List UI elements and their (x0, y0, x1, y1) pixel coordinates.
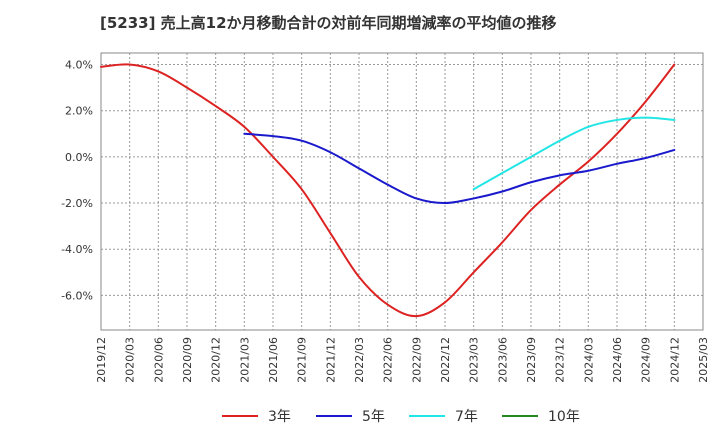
x-tick-label: 2022/06 (382, 337, 395, 383)
y-tick-label: -6.0% (61, 289, 93, 302)
x-tick-label: 2021/06 (267, 337, 280, 383)
series-line-3 (472, 116, 676, 191)
x-tick-label: 2020/06 (152, 337, 165, 383)
y-tick-label: -4.0% (61, 243, 93, 256)
x-tick-label: 2024/03 (582, 337, 595, 383)
x-axis-ticks: 2019/12 2020/03 2020/06 2020/09 2020/12 2021/… (95, 337, 710, 383)
x-tick-label: 2020/12 (210, 337, 223, 383)
legend-item-1: 3年 (222, 404, 291, 428)
legend-label: 5年 (362, 409, 385, 425)
x-tick-label: 2023/03 (468, 337, 481, 383)
x-tick-label: 2022/03 (353, 337, 366, 383)
legend-item-4: 10年 (502, 404, 580, 428)
x-tick-label: 2020/09 (181, 337, 194, 383)
x-tick-label: 2024/12 (668, 337, 681, 383)
legend-label: 7年 (455, 409, 478, 425)
x-tick-label: 2021/09 (296, 337, 309, 383)
legend-swatch (409, 415, 445, 417)
x-tick-label: 2021/03 (238, 337, 251, 383)
x-tick-label: 2023/12 (554, 337, 567, 383)
x-tick-label: 2019/12 (95, 337, 108, 383)
y-tick-label: 0.0% (65, 151, 93, 164)
legend-item-2: 5年 (316, 404, 385, 428)
legend: 3年 5年 7年 10年 (0, 404, 720, 428)
y-tick-label: -2.0% (61, 197, 93, 210)
grid (100, 53, 704, 330)
chart-title: [5233] 売上高12か月移動合計の対前年同期増減率の平均値の推移 (100, 14, 557, 32)
x-tick-label: 2024/09 (640, 337, 653, 383)
legend-label: 10年 (548, 409, 580, 425)
x-tick-label: 2024/06 (611, 337, 624, 383)
y-axis-ticks: 4.0% 2.0% 0.0% -2.0% -4.0% -6.0% (61, 59, 93, 303)
x-tick-label: 2020/03 (124, 337, 137, 383)
x-tick-label: 2021/12 (324, 337, 337, 383)
x-tick-label: 2023/09 (525, 337, 538, 383)
series (100, 63, 676, 318)
series-line-2 (243, 132, 676, 205)
legend-item-3: 7年 (409, 404, 478, 428)
x-tick-label: 2025/03 (697, 337, 710, 383)
series-line-1 (100, 63, 676, 318)
x-tick-label: 2023/06 (496, 337, 509, 383)
x-tick-label: 2022/09 (410, 337, 423, 383)
x-tick-label: 2022/12 (439, 337, 452, 383)
legend-swatch (222, 415, 258, 417)
plot-area (100, 52, 704, 331)
y-tick-label: 4.0% (65, 59, 93, 72)
y-tick-label: 2.0% (65, 105, 93, 118)
legend-swatch (502, 415, 538, 417)
legend-label: 3年 (268, 409, 291, 425)
legend-swatch (316, 415, 352, 417)
